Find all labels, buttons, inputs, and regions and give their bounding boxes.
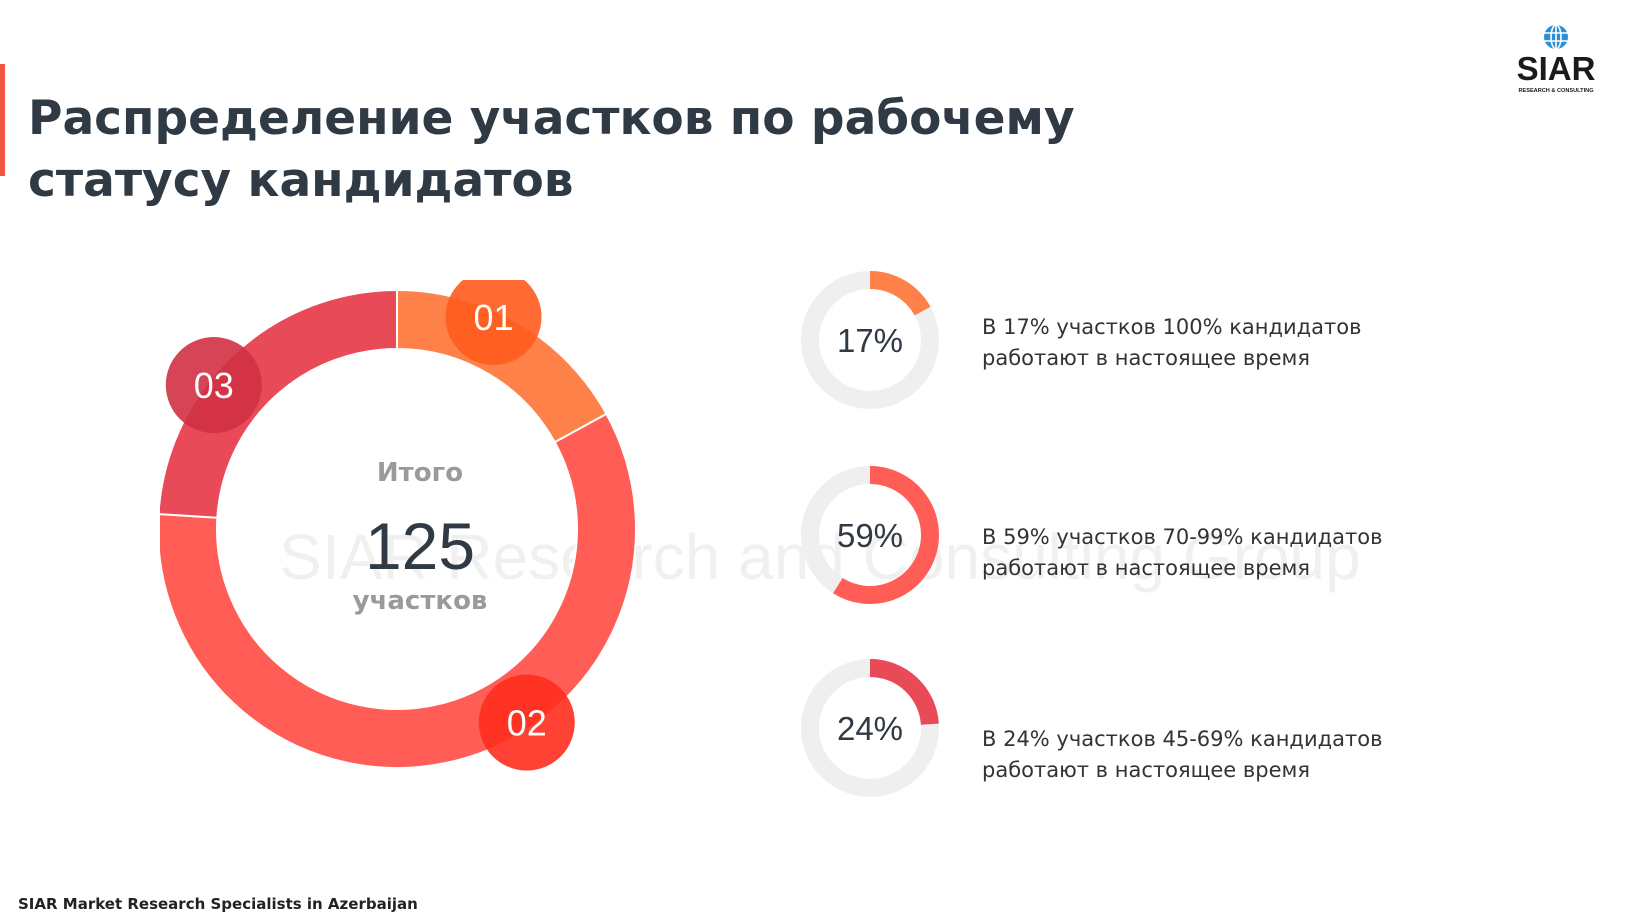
globe-icon (1544, 24, 1568, 50)
title-accent-bar (0, 64, 5, 176)
donut-badge-03 (165, 337, 262, 434)
donut-badge-label-03: 03 (194, 365, 234, 406)
ring-chart-03: 24% (801, 659, 939, 797)
ring-description-03: В 24% участков 45-69% кандидатов работаю… (982, 727, 1383, 782)
ring-label-02: 59% (837, 517, 903, 554)
ring-description-01: В 17% участков 100% кандидатов работают … (982, 315, 1362, 370)
ring-label-03: 24% (837, 710, 903, 747)
donut-center-bottom: участков (352, 586, 488, 616)
ring-chart-01: 17% (801, 271, 939, 409)
page-title: Распределение участков по рабочему стату… (28, 91, 1075, 208)
siar-logo: SIAR RESEARCH & CONSULTING (1500, 22, 1612, 96)
donut-badge-label-01: 01 (474, 297, 514, 338)
ring-label-01: 17% (837, 322, 903, 359)
logo-subtext: RESEARCH & CONSULTING (1518, 88, 1593, 94)
donut-center-total: 125 (364, 509, 476, 583)
ring-description-02: В 59% участков 70-99% кандидатов работаю… (982, 525, 1383, 580)
ring-arc-03 (869, 659, 939, 726)
logo-text: SIAR (1517, 50, 1596, 87)
donut-badge-02 (478, 674, 575, 771)
ring-arc-01 (869, 271, 931, 316)
ring-arc-02 (833, 466, 939, 604)
donut-badge-label-02: 02 (507, 703, 547, 744)
donut-badge-01 (445, 280, 542, 365)
footer-text: SIAR Market Research Specialists in Azer… (18, 895, 418, 913)
ring-chart-02: 59% (801, 466, 939, 604)
donut-chart: 01 02 03 (160, 280, 637, 771)
donut-center-top: Итого (376, 458, 464, 488)
